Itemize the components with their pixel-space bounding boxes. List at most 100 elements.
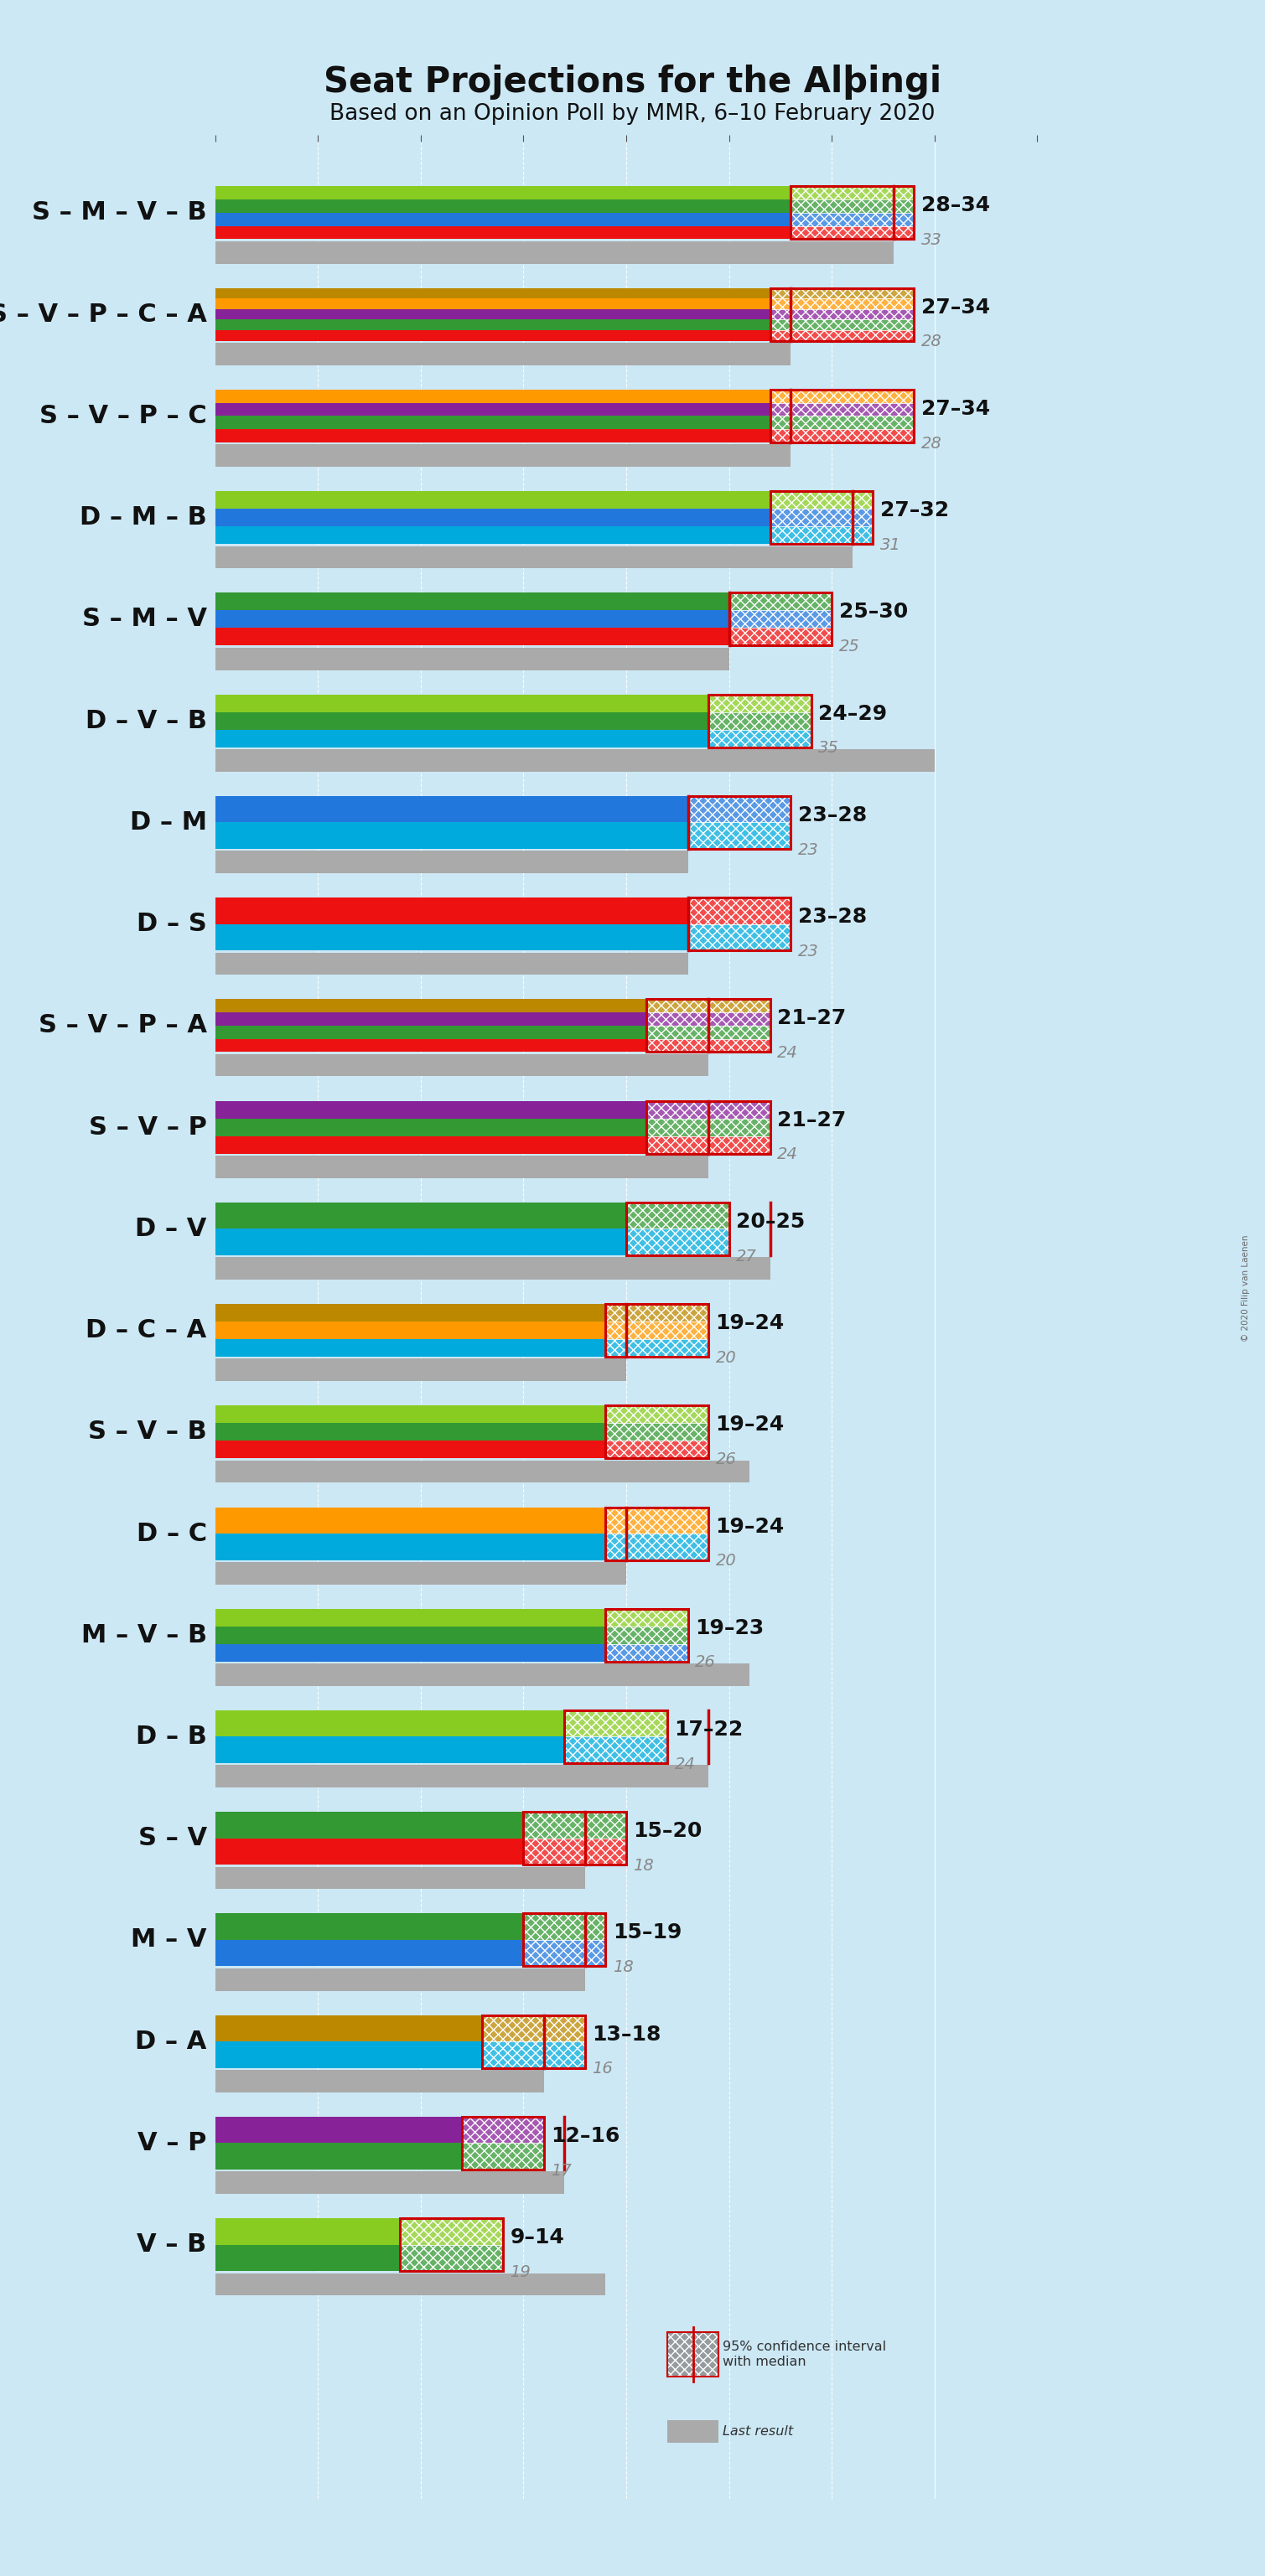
Text: S – M – V – B: S – M – V – B [32,201,207,224]
Bar [729,629,832,647]
Bar [462,2117,544,2143]
Text: 27–32: 27–32 [880,500,949,520]
Bar [215,2071,544,2092]
Bar [215,750,935,773]
Text: 21–27: 21–27 [777,1007,846,1028]
Bar [668,2331,719,2378]
Bar [215,2043,584,2069]
Bar [646,999,770,1051]
Bar [564,1710,668,1762]
Bar [215,319,913,330]
Bar [215,198,913,214]
Bar [770,289,913,340]
Bar [708,711,811,729]
Text: D – M: D – M [129,811,207,835]
Bar [770,289,913,340]
Bar [770,299,913,309]
Bar [215,1012,770,1025]
Text: 28: 28 [921,435,942,451]
Bar [215,629,832,647]
Bar [770,389,913,402]
Text: © 2020 Filip van Laenen: © 2020 Filip van Laenen [1242,1234,1250,1342]
Bar [606,1507,708,1561]
Bar [215,402,913,415]
Bar [215,729,811,747]
Text: S – V: S – V [138,1826,207,1850]
Text: Last result: Last result [722,2427,793,2437]
Text: 20–25: 20–25 [736,1211,805,1231]
Bar [215,1422,708,1440]
Bar [462,2117,544,2169]
Text: M – V – B: M – V – B [81,1623,207,1646]
Text: 24: 24 [777,1046,798,1061]
Bar [606,1303,708,1321]
Bar [606,1422,708,1440]
Text: 95% confidence interval
with median: 95% confidence interval with median [722,2342,887,2367]
Bar [215,2218,503,2244]
Bar [524,1914,606,1965]
Bar [524,1940,606,1965]
Bar [770,430,913,443]
Bar [606,1625,688,1643]
Bar [215,242,893,263]
Bar [215,1839,626,1865]
Text: 19–23: 19–23 [694,1618,764,1638]
Text: D – B: D – B [135,1723,207,1749]
Bar [215,185,913,198]
Text: D – S: D – S [137,912,207,935]
Bar [215,1710,668,1736]
Bar [215,2172,564,2195]
Bar [606,1406,708,1458]
Text: 17: 17 [552,2164,572,2179]
Bar [215,696,811,711]
Text: 23–28: 23–28 [798,907,867,927]
Bar [215,1625,688,1643]
Text: D – A: D – A [135,2030,207,2053]
Bar [524,1811,626,1839]
Bar [215,999,770,1012]
Text: 19–24: 19–24 [716,1314,784,1334]
Bar [215,1736,668,1762]
Bar [688,796,791,850]
Text: S – M – V: S – M – V [82,608,207,631]
Bar [215,1406,708,1422]
Bar [770,510,873,526]
Bar [215,1643,688,1662]
Text: S – V – P – C: S – V – P – C [39,404,207,428]
Bar [215,1229,729,1255]
Bar [462,2143,544,2169]
Bar [215,1203,729,1229]
Text: M – V: M – V [132,1927,207,1953]
Text: D – C – A: D – C – A [86,1319,207,1342]
Bar [606,1610,688,1662]
Bar [564,1710,668,1736]
Bar [606,1303,708,1358]
Bar [215,1868,584,1888]
Bar [215,2143,544,2169]
Text: 25–30: 25–30 [839,603,908,623]
Text: 27–34: 27–34 [921,296,990,317]
Bar [646,1100,770,1154]
Bar [770,492,873,510]
Bar [215,2117,544,2143]
Bar [462,2117,544,2169]
Bar [215,1664,749,1685]
Bar [215,896,791,925]
Text: S – V – B: S – V – B [89,1419,207,1445]
Bar [606,1610,688,1625]
Bar [626,1203,729,1255]
Bar [606,1533,708,1561]
Bar [400,2218,503,2272]
Text: Based on an Opinion Poll by MMR, 6–10 February 2020: Based on an Opinion Poll by MMR, 6–10 Fe… [330,103,935,124]
Bar [564,1736,668,1762]
Bar [215,1358,626,1381]
Bar [215,1440,708,1458]
Text: S – V – P: S – V – P [89,1115,207,1139]
Text: 20: 20 [716,1553,736,1569]
Bar [770,402,913,415]
Bar [482,2014,586,2069]
Bar [215,1561,626,1584]
Text: 13–18: 13–18 [592,2025,662,2045]
Bar [524,1914,606,1940]
Bar [688,796,791,822]
